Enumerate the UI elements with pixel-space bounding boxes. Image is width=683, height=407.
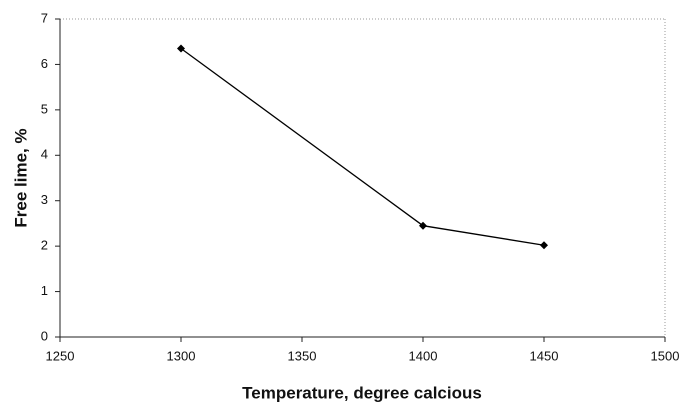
y-tick-label: 2	[41, 238, 48, 253]
data-point	[419, 221, 427, 230]
x-tick-label: 1500	[651, 348, 680, 363]
y-tick-label: 0	[41, 328, 48, 343]
y-tick-label: 1	[41, 283, 48, 298]
data-point	[540, 241, 548, 250]
x-axis-title: Temperature, degree calcious	[242, 383, 482, 402]
x-tick-label: 1450	[530, 348, 559, 363]
y-tick-label: 7	[41, 10, 48, 25]
data-point	[177, 44, 185, 53]
y-tick-label: 3	[41, 192, 48, 207]
x-tick-label: 1400	[409, 348, 438, 363]
y-tick-label: 4	[41, 147, 48, 162]
series-line	[180, 48, 545, 246]
y-tick-label: 6	[41, 56, 48, 71]
y-axis-title: Free lime, %	[11, 128, 30, 227]
x-tick-label: 1350	[288, 348, 317, 363]
y-tick-label: 5	[41, 101, 48, 116]
x-tick-label: 1300	[167, 348, 196, 363]
x-tick-label: 1250	[46, 348, 75, 363]
